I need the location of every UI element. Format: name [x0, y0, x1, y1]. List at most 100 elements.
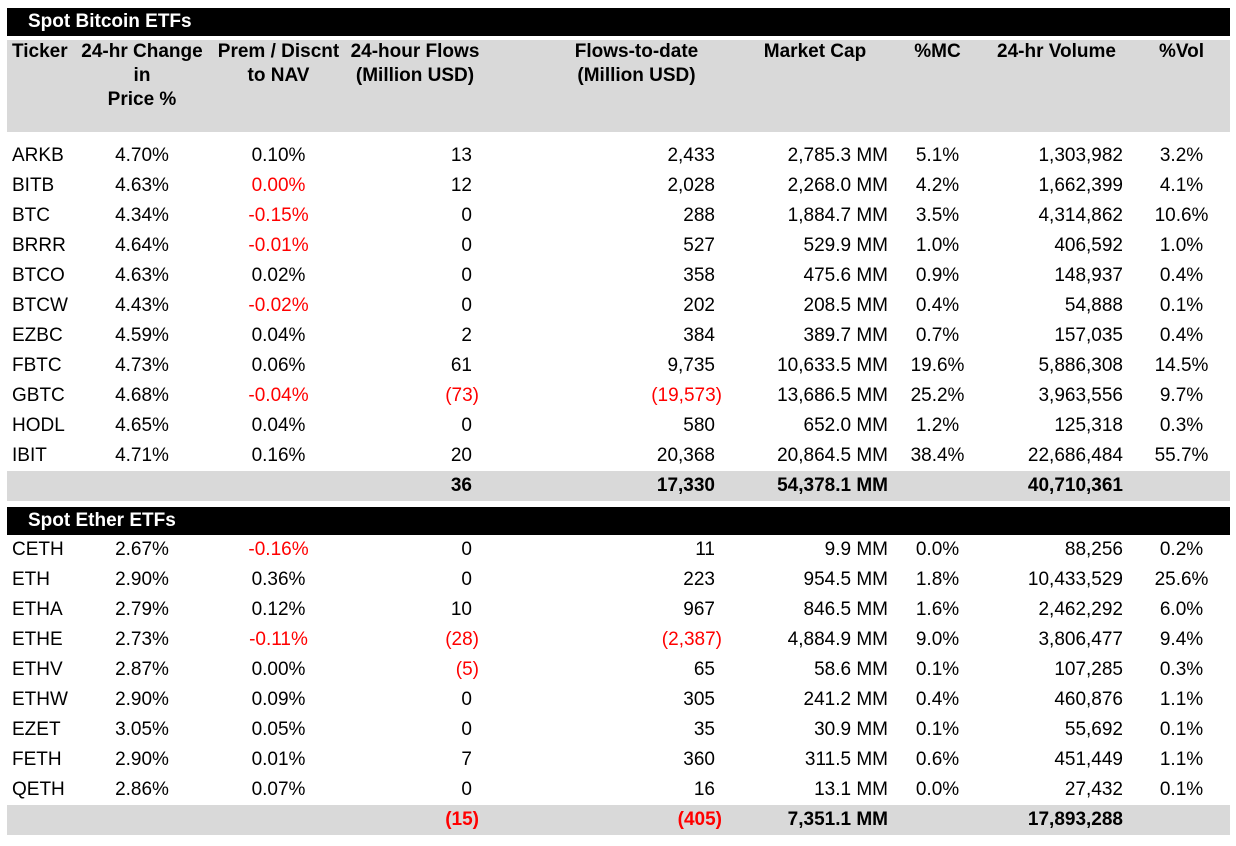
etf-row-arkb: ARKB 4.70% 0.10% 13 2,433 2,785.3 MM 5.1% 1,303…	[7, 141, 1230, 171]
cell-prem-discnt-nav: -0.16%	[248, 539, 309, 560]
cell-volume-24h: 3,806,477	[1038, 629, 1123, 650]
cell-flows-to-date: 11	[695, 539, 715, 560]
cell-pct-vol: 1.1%	[1159, 749, 1204, 770]
cell-flows-to-date: 2,028	[667, 175, 715, 196]
cell-market-cap: 58.6 MM	[814, 659, 888, 680]
cell-change-in-price	[77, 471, 207, 501]
cell-volume-24h: 55,692	[1064, 719, 1123, 740]
cell-pct-mc: 0.4%	[915, 295, 960, 316]
cell-pct-vol: 25.6%	[1154, 569, 1209, 590]
section-title-bitcoin: Spot Bitcoin ETFs	[28, 11, 192, 32]
cell-change-in-price: 4.71%	[115, 445, 169, 466]
etf-row-gbtc: GBTC 4.68% -0.04% (73) (19,573) 13,686.5 MM 25…	[7, 381, 1230, 411]
cell-ticker: FETH	[12, 749, 62, 770]
section-bar-ether: Spot Ether ETFs	[7, 507, 1230, 535]
cell-flows-to-date: 580	[683, 415, 715, 436]
cell-pct-vol: 14.5%	[1154, 355, 1209, 376]
cell-ticker: BITB	[12, 175, 55, 196]
cell-volume-24h: 88,256	[1064, 539, 1123, 560]
cell-pct-vol: 0.2%	[1159, 539, 1204, 560]
cell-pct-vol: 6.0%	[1159, 599, 1204, 620]
cell-volume-24h: 40,710,361	[1027, 475, 1123, 496]
section-title-ether: Spot Ether ETFs	[28, 510, 176, 531]
cell-change-in-price: 2.90%	[115, 689, 169, 710]
column-header-row: Ticker 24-hr Change in Price % Prem / Di…	[7, 40, 1230, 132]
etf-row-ethe: ETHE 2.73% -0.11% (28) (2,387) 4,884.9 MM 9.0%…	[7, 625, 1230, 655]
cell-prem-discnt-nav: 0.12%	[251, 599, 306, 620]
column-header-change: 24-hr Change in Price %	[81, 41, 203, 110]
cell-flows-to-date: 305	[683, 689, 715, 710]
cell-volume-24h: 406,592	[1054, 235, 1123, 256]
etf-row-qeth: QETH 2.86% 0.07% 0 16 13.1 MM 0.0% 27,432 0.1%	[7, 775, 1230, 805]
cell-pct-vol: 9.7%	[1159, 385, 1204, 406]
cell-flows-to-date: 16	[693, 779, 715, 800]
cell-flows-24h: 0	[461, 235, 472, 256]
cell-pct-vol: 0.1%	[1159, 779, 1204, 800]
cell-flows-to-date: 527	[683, 235, 715, 256]
cell-flows-to-date: 360	[683, 749, 715, 770]
cell-ticker: EZBC	[12, 325, 63, 346]
etf-row-fbtc: FBTC 4.73% 0.06% 61 9,735 10,633.5 MM 19.6% 5,8…	[7, 351, 1230, 381]
cell-change-in-price: 2.67%	[115, 539, 169, 560]
cell-pct-vol: 4.1%	[1159, 175, 1204, 196]
ether-etf-rows: CETH 2.67% -0.16% 0 11 9.9 MM 0.0% 88,256 0.2% ET…	[7, 535, 1236, 835]
totals-row: 36 17,330 54,378.1 MM 40,710,361	[7, 471, 1230, 501]
cell-pct-mc: 5.1%	[915, 145, 960, 166]
cell-change-in-price: 4.68%	[115, 385, 169, 406]
cell-flows-24h: 0	[461, 295, 472, 316]
cell-change-in-price: 4.64%	[115, 235, 169, 256]
column-header-pct-mc: %MC	[914, 41, 961, 62]
cell-change-in-price: 2.90%	[115, 569, 169, 590]
cell-market-cap: 30.9 MM	[814, 719, 888, 740]
cell-change-in-price: 4.73%	[115, 355, 169, 376]
totals-row: (15) (405) 7,351.1 MM 17,893,288	[7, 805, 1230, 835]
cell-pct-vol: 0.1%	[1159, 719, 1204, 740]
cell-pct-mc: 4.2%	[915, 175, 960, 196]
cell-pct-vol: 1.1%	[1159, 689, 1204, 710]
cell-pct-vol: 10.6%	[1154, 205, 1209, 226]
cell-change-in-price: 2.73%	[115, 629, 169, 650]
cell-volume-24h: 451,449	[1054, 749, 1123, 770]
cell-pct-mc: 0.1%	[915, 719, 960, 740]
cell-flows-to-date: 65	[693, 659, 715, 680]
cell-pct-mc: 0.7%	[915, 325, 960, 346]
cell-volume-24h: 1,662,399	[1038, 175, 1123, 196]
cell-volume-24h: 460,876	[1054, 689, 1123, 710]
cell-flows-24h: 0	[461, 779, 472, 800]
cell-volume-24h: 10,433,529	[1027, 569, 1123, 590]
cell-volume-24h: 107,285	[1054, 659, 1123, 680]
etf-row-feth: FETH 2.90% 0.01% 7 360 311.5 MM 0.6% 451,449 1.1…	[7, 745, 1230, 775]
cell-market-cap: 529.9 MM	[803, 235, 888, 256]
cell-prem-discnt-nav: 0.04%	[251, 325, 306, 346]
etf-row-hodl: HODL 4.65% 0.04% 0 580 652.0 MM 1.2% 125,318 0.3…	[7, 411, 1230, 441]
etf-row-btc: BTC 4.34% -0.15% 0 288 1,884.7 MM 3.5% 4,314,86…	[7, 201, 1230, 231]
cell-pct-mc: 0.1%	[915, 659, 960, 680]
column-header-24h-volume: 24-hr Volume	[997, 41, 1116, 62]
cell-pct-mc: 3.5%	[915, 205, 960, 226]
cell-ticker: ARKB	[12, 145, 64, 166]
cell-market-cap: 208.5 MM	[803, 295, 888, 316]
cell-pct-vol: 0.1%	[1159, 295, 1204, 316]
cell-volume-24h: 22,686,484	[1027, 445, 1123, 466]
cell-volume-24h: 125,318	[1054, 415, 1123, 436]
cell-flows-24h: 13	[450, 145, 472, 166]
cell-market-cap: 54,378.1 MM	[777, 475, 888, 496]
cell-prem-discnt-nav: 0.07%	[251, 779, 306, 800]
etf-row-etha: ETHA 2.79% 0.12% 10 967 846.5 MM 1.6% 2,462,292…	[7, 595, 1230, 625]
cell-pct-vol	[1133, 805, 1230, 835]
cell-pct-vol: 0.3%	[1159, 415, 1204, 436]
column-header-ticker: Ticker	[12, 41, 68, 62]
cell-prem-discnt-nav: -0.01%	[248, 235, 309, 256]
cell-pct-vol: 3.2%	[1159, 145, 1204, 166]
cell-volume-24h: 27,432	[1064, 779, 1123, 800]
cell-flows-24h: 20	[450, 445, 472, 466]
etf-row-ezbc: EZBC 4.59% 0.04% 2 384 389.7 MM 0.7% 157,035 0.4…	[7, 321, 1230, 351]
etf-row-bitb: BITB 4.63% 0.00% 12 2,028 2,268.0 MM 4.2% 1,662…	[7, 171, 1230, 201]
cell-prem-discnt-nav: 0.16%	[251, 445, 306, 466]
cell-flows-to-date: (2,387)	[661, 629, 722, 650]
cell-pct-vol: 0.4%	[1159, 265, 1204, 286]
cell-market-cap: 20,864.5 MM	[777, 445, 888, 466]
cell-ticker: ETHA	[12, 599, 63, 620]
etf-row-ibit: IBIT 4.71% 0.16% 20 20,368 20,864.5 MM 38.4% 22…	[7, 441, 1230, 471]
